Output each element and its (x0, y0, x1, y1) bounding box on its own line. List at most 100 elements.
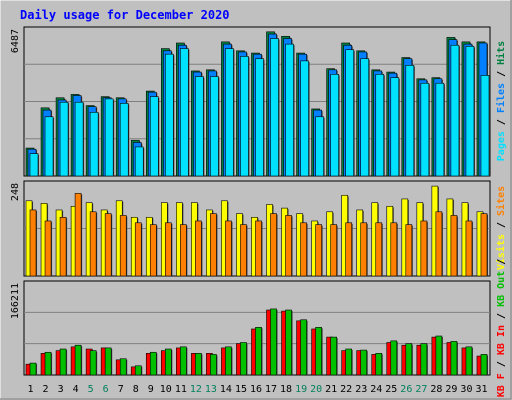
x-tick-label-day-4: 4 (73, 384, 79, 395)
y-max-label-kbin-kbout: 166211 (10, 283, 21, 319)
x-tick-label-day-13: 13 (205, 384, 217, 395)
bar-kb-out-day-30 (465, 346, 473, 376)
legend-entry: KB Out (496, 271, 507, 307)
x-tick-label-day-17: 17 (265, 384, 277, 395)
x-tick-label-day-15: 15 (235, 384, 247, 395)
bar-sites-day-10 (164, 222, 172, 277)
bar-kb-out-day-31 (480, 354, 488, 376)
legend-entry: KB In (496, 325, 507, 355)
chart-title: Daily usage for December 2020 (20, 8, 230, 22)
bar-kb-out-day-28 (435, 335, 443, 376)
bar-sites-day-7 (119, 215, 127, 277)
bar-pages-day-2 (44, 116, 54, 177)
bar-sites-day-1 (29, 209, 37, 277)
bar-sites-day-23 (360, 222, 368, 277)
x-tick-label-day-29: 29 (445, 384, 457, 395)
legend-visits-sites: Visits / Sites (495, 186, 507, 270)
x-tick-label-day-21: 21 (325, 384, 337, 395)
x-tick-label-day-23: 23 (355, 384, 367, 395)
x-tick-label-day-10: 10 (160, 384, 172, 395)
bar-pages-day-6 (104, 98, 114, 177)
bar-sites-day-25 (390, 222, 398, 277)
x-tick-label-day-8: 8 (133, 384, 139, 395)
legend-entry: / (496, 259, 507, 271)
bar-pages-day-30 (465, 46, 475, 177)
bar-kb-out-day-21 (330, 336, 337, 376)
x-tick-label-day-19: 19 (295, 384, 307, 395)
bar-kb-out-day-24 (375, 353, 383, 376)
x-tick-label-day-14: 14 (220, 384, 232, 395)
bar-pages-day-11 (180, 48, 189, 177)
x-tick-label-day-2: 2 (43, 384, 49, 395)
bar-kb-out-day-7 (119, 358, 127, 376)
bar-pages-day-26 (405, 65, 415, 177)
x-tick-label-day-12: 12 (190, 384, 202, 395)
x-tick-label-day-20: 20 (310, 384, 322, 395)
bar-sites-day-17 (270, 213, 277, 277)
bar-sites-day-30 (465, 220, 473, 277)
x-tick-label-day-3: 3 (58, 384, 64, 395)
bar-sites-day-13 (210, 213, 217, 277)
bar-pages-day-16 (255, 58, 264, 177)
x-tick-label-day-11: 11 (175, 384, 187, 395)
bar-kb-out-day-5 (89, 350, 97, 376)
bar-pages-day-8 (134, 146, 144, 177)
x-tick-label-day-5: 5 (88, 384, 94, 395)
x-tick-label-day-22: 22 (340, 384, 352, 395)
bar-pages-day-28 (435, 82, 445, 177)
bar-sites-day-4 (74, 193, 82, 277)
bar-sites-day-24 (375, 222, 383, 277)
legend-entry: / (496, 113, 507, 131)
x-axis-labels: 1 2 3 4 5 6 7 8 9 10 11 12 13 14 15 16 17 18 19 20 21 22 23 24 2… (28, 384, 488, 395)
bar-pages-day-17 (270, 38, 279, 177)
bar-kb-out-day-14 (225, 346, 232, 376)
bar-kb-out-day-11 (180, 346, 187, 376)
legend-hits-files-pages: Pages / Files / Hits (495, 41, 507, 161)
bar-sites-day-14 (225, 220, 232, 277)
bar-kb-out-day-10 (164, 348, 172, 376)
bar-pages-day-5 (89, 111, 99, 177)
bar-pages-day-1 (29, 153, 39, 177)
bar-kb-out-day-8 (134, 365, 142, 376)
x-tick-label-day-26: 26 (400, 384, 412, 395)
bar-kb-out-day-3 (59, 348, 67, 376)
bar-pages-day-9 (149, 96, 159, 177)
panel-visits-sites: 248 (10, 180, 491, 277)
bar-kb-out-day-17 (270, 308, 277, 376)
bar-kb-out-day-19 (300, 319, 307, 376)
legend-entry: / (496, 65, 507, 83)
bar-sites-day-11 (180, 224, 187, 277)
bar-sites-day-16 (255, 220, 262, 277)
bar-pages-day-18 (285, 43, 294, 177)
bar-sites-day-12 (195, 220, 202, 277)
bar-sites-day-27 (420, 220, 428, 277)
bar-pages-day-22 (345, 49, 355, 177)
legend-entry: Sites (495, 186, 507, 216)
bar-kb-out-day-6 (104, 347, 112, 376)
bar-sites-day-5 (89, 211, 97, 277)
legend-kb: KB F / KB In / KB Out / (496, 259, 507, 398)
bar-pages-day-25 (390, 77, 400, 177)
bar-sites-day-22 (345, 222, 353, 277)
legend-entry: Hits (495, 41, 507, 65)
x-tick-label-day-27: 27 (415, 384, 427, 395)
bar-kb-out-day-16 (255, 327, 262, 376)
x-tick-label-day-16: 16 (250, 384, 262, 395)
bar-kb-out-day-27 (420, 343, 428, 376)
bar-pages-day-7 (119, 103, 129, 177)
x-tick-label-day-1: 1 (28, 384, 34, 395)
bar-pages-day-23 (360, 58, 370, 177)
bar-sites-day-3 (59, 216, 67, 277)
bar-kb-out-day-2 (44, 351, 52, 376)
bar-pages-day-12 (195, 76, 204, 177)
bar-sites-day-28 (435, 211, 443, 277)
x-tick-label-day-18: 18 (280, 384, 292, 395)
bar-kb-out-day-29 (450, 341, 458, 376)
bar-kb-out-day-22 (345, 348, 353, 376)
legend-entry: Pages (496, 131, 507, 161)
bar-kb-out-day-15 (240, 342, 247, 376)
x-tick-label-day-25: 25 (385, 384, 397, 395)
